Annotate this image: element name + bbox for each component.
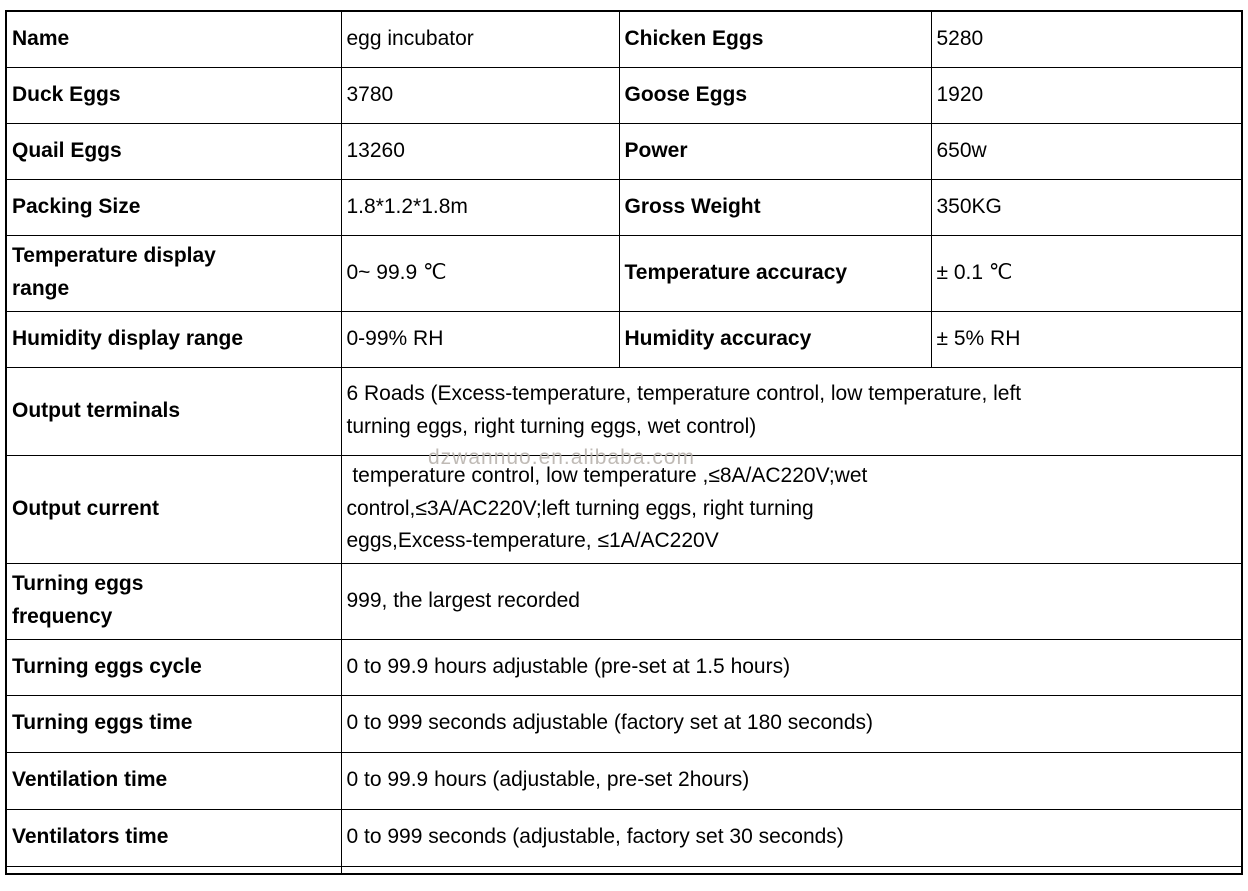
spec-value: ± 5% RH: [930, 310, 1243, 368]
spec-label: Ventilation time: [5, 751, 342, 810]
spec-value: 1.8*1.2*1.8m: [340, 178, 620, 236]
spec-label: Packing Size: [5, 178, 342, 236]
spec-label: Goose Eggs: [618, 66, 932, 124]
spec-label: Temperature display range: [5, 234, 342, 312]
spec-label: Turning eggs time: [5, 694, 342, 753]
spec-label: Humidity accuracy: [618, 310, 932, 368]
spec-value: 999, the largest recorded: [340, 562, 1243, 640]
spec-value: ± 0.1 ℃: [930, 234, 1243, 312]
spec-label: Name: [5, 10, 342, 68]
spec-value: 0 to 999 seconds (adjustable, factory se…: [340, 808, 1243, 867]
spec-label: Chicken Eggs: [618, 10, 932, 68]
table-row: Ventilation time 0 to 99.9 hours (adjust…: [5, 751, 1243, 810]
table-row: Temperature display range 0~ 99.9 ℃ Temp…: [5, 234, 1243, 312]
spec-value: 0 to 99.9 hours adjustable (pre-set at 1…: [340, 638, 1243, 696]
table-row: Turning eggs cycle 0 to 99.9 hours adjus…: [5, 638, 1243, 696]
spec-table: Name egg incubator Chicken Eggs 5280 Duc…: [5, 10, 1243, 875]
spec-value: temperature control, low temperature ,≤8…: [340, 454, 1243, 564]
spec-label: Gross Weight: [618, 178, 932, 236]
spec-value: 0~ 99.9 ℃: [340, 234, 620, 312]
table-row: Output terminals 6 Roads (Excess-tempera…: [5, 366, 1243, 456]
spec-label: Quail Eggs: [5, 122, 342, 180]
spec-label: Turning eggs frequency: [5, 562, 342, 640]
table-row: Quail Eggs 13260 Power 650w: [5, 122, 1243, 180]
spec-label: Turning eggs cycle: [5, 638, 342, 696]
spec-label: Power: [618, 122, 932, 180]
table-row: Packing Size 1.8*1.2*1.8m Gross Weight 3…: [5, 178, 1243, 236]
spec-label: [5, 865, 342, 874]
table-row: Duck Eggs 3780 Goose Eggs 1920: [5, 66, 1243, 124]
spec-label: Temperature accuracy: [618, 234, 932, 312]
spec-value: 5280: [930, 10, 1243, 68]
table-row: Turning eggs frequency 999, the largest …: [5, 562, 1243, 640]
spec-value: 350KG: [930, 178, 1243, 236]
spec-value: [340, 865, 1243, 874]
spec-value: 13260: [340, 122, 620, 180]
spec-value: 650w: [930, 122, 1243, 180]
spec-label: Output current: [5, 454, 342, 564]
spec-value: 3780: [340, 66, 620, 124]
table-row: Ventilators time 0 to 999 seconds (adjus…: [5, 808, 1243, 867]
spec-label: Output terminals: [5, 366, 342, 456]
table-row: Turning eggs time 0 to 999 seconds adjus…: [5, 694, 1243, 753]
spec-value: egg incubator: [340, 10, 620, 68]
spec-label: Ventilators time: [5, 808, 342, 867]
spec-label: Duck Eggs: [5, 66, 342, 124]
table-row-partial: [5, 865, 1243, 874]
spec-value: 0 to 999 seconds adjustable (factory set…: [340, 694, 1243, 753]
table-row: Humidity display range 0-99% RH Humidity…: [5, 310, 1243, 368]
spec-value: 1920: [930, 66, 1243, 124]
table-row: Name egg incubator Chicken Eggs 5280: [5, 10, 1243, 68]
table-row: Output current temperature control, low …: [5, 454, 1243, 564]
spec-value: 0-99% RH: [340, 310, 620, 368]
spec-value: 0 to 99.9 hours (adjustable, pre-set 2ho…: [340, 751, 1243, 810]
spec-value: 6 Roads (Excess-temperature, temperature…: [340, 366, 1243, 456]
spec-label: Humidity display range: [5, 310, 342, 368]
